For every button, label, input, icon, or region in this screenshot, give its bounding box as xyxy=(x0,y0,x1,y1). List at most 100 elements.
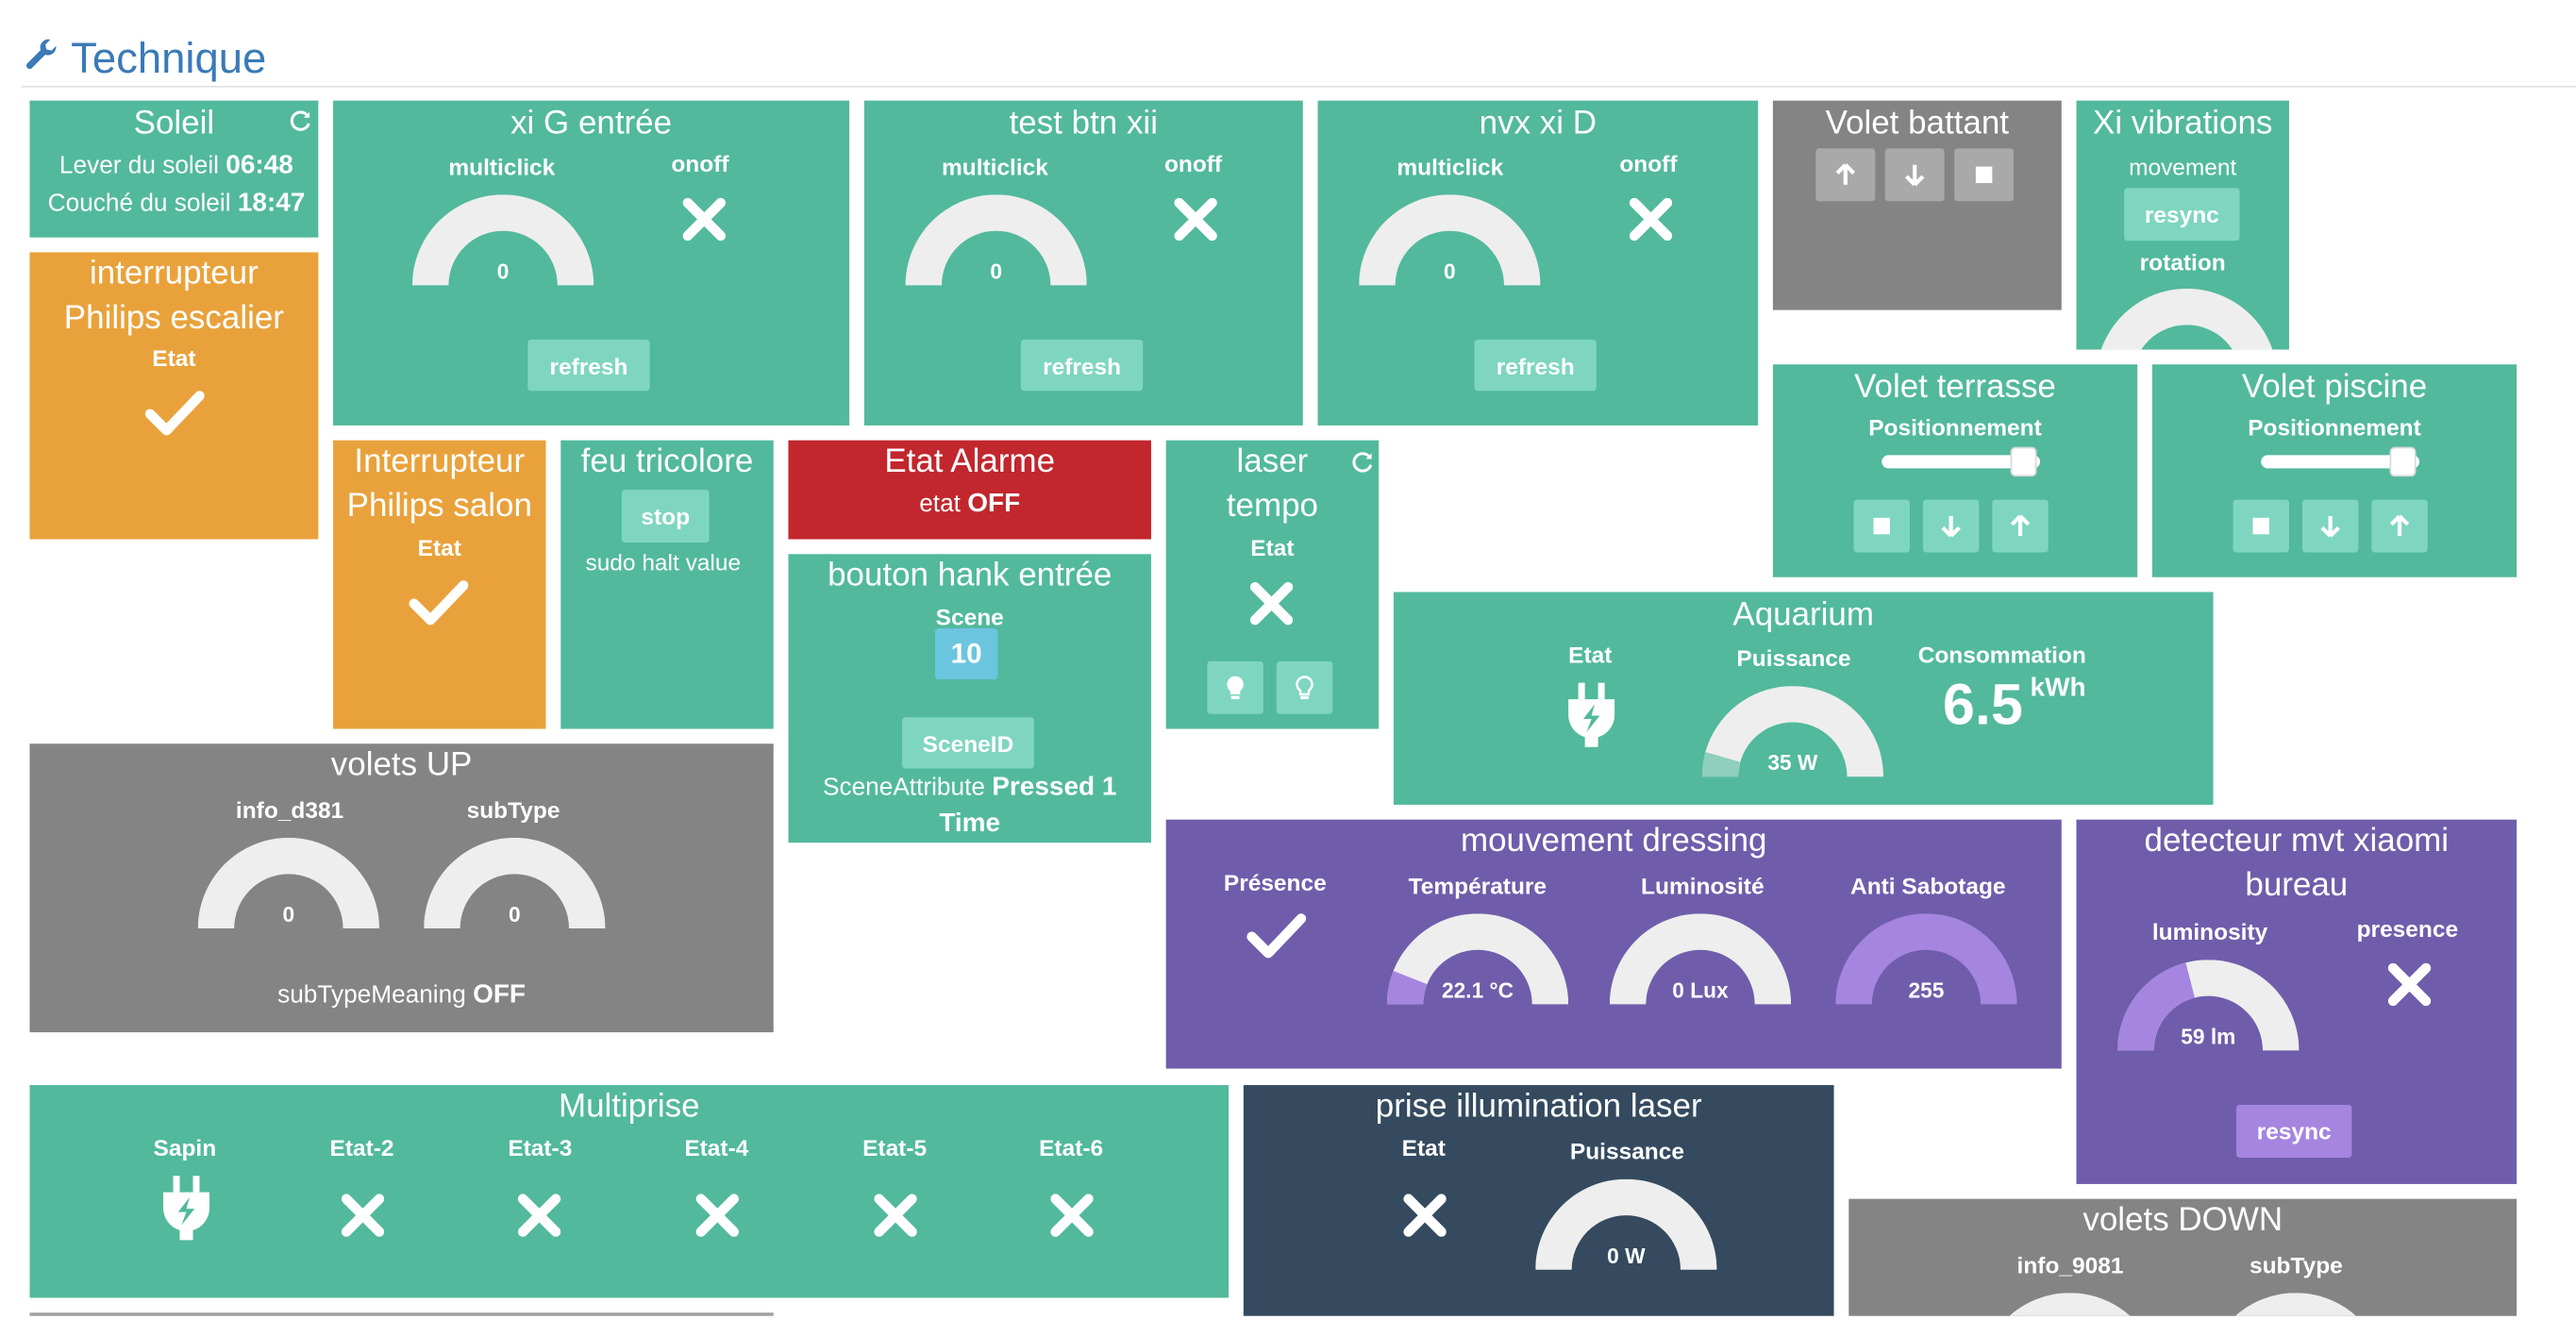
tile-multiprise[interactable]: Multiprise Sapin Etat-2 Etat-3 Etat-4 Et… xyxy=(29,1085,1229,1298)
info-gauge xyxy=(1979,1293,2160,1316)
position-slider-handle[interactable] xyxy=(2011,446,2038,477)
tile-laser-tempo[interactable]: laser tempo Etat xyxy=(1165,440,1380,729)
tile-xi-vibrations[interactable]: Xi vibrations movement resync rotation xyxy=(2076,100,2289,350)
tile-soleil[interactable]: Soleil Lever du soleil 06:48 Couché du s… xyxy=(29,100,319,238)
close-icon xyxy=(1403,1194,1447,1237)
close-icon xyxy=(341,1194,385,1237)
shutter-up-button[interactable] xyxy=(1992,499,2049,553)
shutter-up-button[interactable] xyxy=(1815,148,1876,202)
multiclick-label: multiclick xyxy=(941,153,1048,180)
puissance-gauge: 35 W xyxy=(1701,686,1883,780)
shutter-down-button[interactable] xyxy=(1922,499,1980,553)
position-slider[interactable] xyxy=(1882,455,2041,469)
arrow-up-icon xyxy=(1835,163,1856,185)
tile-title: feu tricolore xyxy=(580,443,754,480)
tile-title-line1: interrupteur xyxy=(90,255,259,292)
luminosite-gauge: 0 Lux xyxy=(1609,913,1792,1008)
refresh-icon[interactable] xyxy=(289,110,311,133)
tile-bouton-hank[interactable]: bouton hank entrée Scene 10 SceneID Scen… xyxy=(788,554,1151,843)
lightbulb-outline-icon xyxy=(1296,676,1313,700)
resync-button[interactable]: resync xyxy=(2236,1105,2352,1158)
tile-title: volets UP xyxy=(330,746,473,784)
tile-volet-battant[interactable]: Volet battant xyxy=(1772,100,2062,310)
close-icon xyxy=(517,1194,561,1237)
tile-title: Xi vibrations xyxy=(2093,105,2273,142)
etat-label: Etat xyxy=(1401,1134,1446,1161)
onoff-label: onoff xyxy=(671,150,729,177)
shutter-down-button[interactable] xyxy=(1884,148,1945,202)
tile-title: nvx xi D xyxy=(1479,105,1597,142)
stop-button[interactable]: stop xyxy=(621,490,710,543)
refresh-button[interactable]: refresh xyxy=(1474,340,1597,392)
multiclick-label: multiclick xyxy=(448,153,556,180)
position-slider[interactable] xyxy=(2261,455,2420,469)
wrench-icon xyxy=(25,39,57,70)
close-icon xyxy=(1629,197,1673,242)
scene-label: Scene xyxy=(935,603,1004,630)
subtype-gauge: 0 xyxy=(424,837,606,932)
tile-volet-piscine[interactable]: Volet piscine Positionnement xyxy=(2151,364,2517,577)
tile-interrupteur-salon[interactable]: Interrupteur Philips salon Etat xyxy=(333,440,546,729)
stop-icon xyxy=(1975,166,1993,184)
tile-title-line2: tempo xyxy=(1226,488,1319,525)
tile-title: bouton hank entrée xyxy=(828,557,1112,594)
tile-feu-tricolore[interactable]: feu tricolore stop sudo halt value xyxy=(560,440,774,729)
multiclick-gauge: 0 xyxy=(1359,194,1541,289)
refresh-button[interactable]: refresh xyxy=(1020,340,1144,392)
etat-label: Etat xyxy=(417,534,461,561)
tile-test-btn-xii[interactable]: test btn xii multiclick onoff 0 refresh xyxy=(863,100,1303,426)
tile-title-line1: detecteur mvt xiaomi xyxy=(2144,823,2450,860)
outlet-label: Etat-4 xyxy=(684,1134,749,1161)
alarm-state: etat OFF xyxy=(919,490,1021,518)
movement-label: movement xyxy=(2129,153,2237,180)
plug-icon xyxy=(163,1176,209,1241)
luminosity-gauge: 59 lm xyxy=(2117,960,2300,1054)
tile-interrupteur-escalier[interactable]: interrupteur Philips escalier Etat xyxy=(29,252,319,540)
info-gauge: 0 xyxy=(197,837,379,932)
arrow-down-icon xyxy=(1941,516,1961,538)
refresh-icon[interactable] xyxy=(1350,452,1373,475)
tile-title: Volet battant xyxy=(1825,105,2009,142)
stop-icon xyxy=(2252,517,2269,535)
shutter-stop-button[interactable] xyxy=(1853,499,1910,553)
sceneid-button[interactable]: SceneID xyxy=(902,717,1034,769)
tile-volets-down[interactable]: volets DOWN info_9081 subType xyxy=(1848,1198,2517,1316)
tile-nvx-xi-d[interactable]: nvx xi D multiclick onoff 0 refresh xyxy=(1317,100,1759,426)
consommation-unit: kWh xyxy=(2030,674,2086,703)
header-divider xyxy=(21,85,2576,88)
tile-volets-up[interactable]: volets UP info_d381 subType 0 0 subTypeM… xyxy=(29,743,774,1033)
subtype-meaning: subTypeMeaning OFF xyxy=(277,980,527,1010)
sabotage-label: Anti Sabotage xyxy=(1850,872,2006,899)
puissance-label: Puissance xyxy=(1736,644,1851,672)
rotation-label: rotation xyxy=(2139,248,2226,276)
shutter-down-button[interactable] xyxy=(2301,499,2359,553)
tile-title: prise illumination laser xyxy=(1375,1088,1702,1125)
position-slider-handle[interactable] xyxy=(2390,446,2417,477)
tile-aquarium[interactable]: Aquarium Etat Puissance 35 W Consommatio… xyxy=(1393,592,2214,805)
shutter-stop-button[interactable] xyxy=(1954,148,2015,202)
multiclick-gauge: 0 xyxy=(905,194,1087,289)
position-label: Positionnement xyxy=(2248,413,2421,441)
refresh-button[interactable]: refresh xyxy=(527,340,650,392)
sunset-row: Couché du soleil 18:47 xyxy=(47,189,306,218)
tile-detecteur-xiaomi[interactable]: detecteur mvt xiaomi bureau luminosity 5… xyxy=(2076,819,2517,1184)
shutter-up-button[interactable] xyxy=(2371,499,2428,553)
tile-xi-g-entree[interactable]: xi G entrée multiclick onoff 0 refresh xyxy=(333,100,850,426)
tile-prise-laser[interactable]: prise illumination laser Etat Puissance … xyxy=(1243,1085,1834,1316)
info-label: info_d381 xyxy=(235,796,344,824)
subtype-label: subType xyxy=(2249,1251,2343,1278)
lightbulb-icon xyxy=(1227,676,1244,700)
resync-button[interactable]: resync xyxy=(2124,188,2240,242)
subtype-label: subType xyxy=(466,796,560,824)
arrow-up-icon xyxy=(2389,514,2410,537)
light-off-button[interactable] xyxy=(1276,660,1333,714)
stop-icon xyxy=(1873,517,1890,535)
tile-mouvement-dressing[interactable]: mouvement dressing Présence Température … xyxy=(1165,819,2062,1069)
light-on-button[interactable] xyxy=(1207,660,1263,714)
tile-etat-alarme[interactable]: Etat Alarme etat OFF xyxy=(788,440,1151,540)
subtype-gauge xyxy=(2205,1293,2386,1316)
tile-volet-terrasse[interactable]: Volet terrasse Positionnement xyxy=(1772,364,2138,577)
shutter-stop-button[interactable] xyxy=(2233,499,2289,553)
rotation-gauge xyxy=(2096,288,2277,350)
multiclick-gauge: 0 xyxy=(411,194,594,289)
